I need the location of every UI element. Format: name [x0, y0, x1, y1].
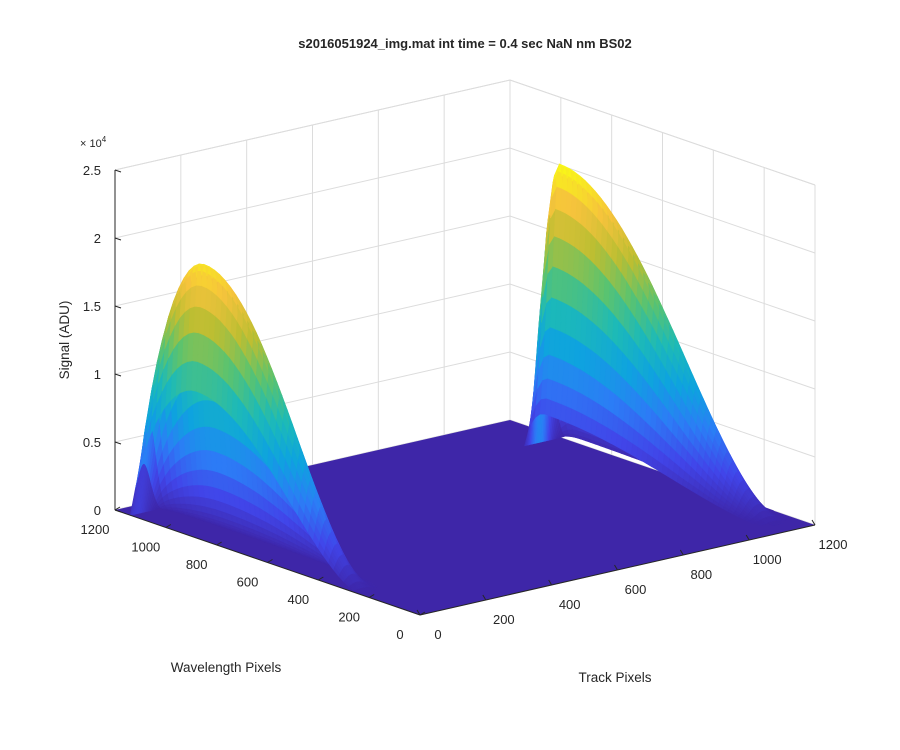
x-tick-mark — [811, 519, 816, 526]
x-tick-mark — [548, 579, 553, 586]
surface-patch — [767, 508, 774, 512]
y-tick-label: 200 — [338, 610, 360, 625]
surface-patch — [364, 579, 372, 583]
surface-patch — [368, 586, 377, 591]
x-tick-mark — [416, 609, 421, 616]
surface-patch — [780, 516, 789, 520]
x-tick-mark — [679, 549, 684, 556]
surface-patch — [361, 577, 368, 581]
z-tick-label: 0.5 — [83, 435, 101, 450]
z-tick-mark — [114, 373, 122, 377]
x-tick-label: 1000 — [753, 552, 782, 567]
y-tick-label: 1000 — [131, 540, 160, 555]
grid-top-edge — [114, 79, 816, 186]
surface-patch — [774, 512, 782, 516]
z-tick-label: 2 — [94, 231, 101, 246]
z-tick-mark — [114, 237, 122, 241]
surface-patch — [776, 520, 785, 525]
surface-plot — [115, 163, 815, 615]
y-tick-label: 0 — [396, 627, 403, 642]
z-tick-mark — [114, 441, 122, 445]
chart-title: s2016051924_img.mat int time = 0.4 sec N… — [298, 36, 632, 51]
x-tick-mark — [614, 564, 618, 571]
z-tick-mark — [114, 169, 122, 173]
y-tick-mark — [165, 524, 172, 528]
surface-patch — [770, 510, 778, 514]
x-tick-mark — [745, 534, 750, 541]
y-tick-label: 800 — [186, 557, 208, 572]
z-axis-label: Signal (ADU) — [57, 301, 72, 380]
z-tick-label: 1.5 — [83, 299, 101, 314]
y-tick-mark — [216, 541, 222, 546]
grid-line-z — [114, 147, 816, 254]
z-tick-label: 1 — [94, 367, 101, 382]
z-tick-mark — [114, 509, 122, 513]
surface-patch — [778, 514, 786, 518]
z-tick-label: 0 — [94, 503, 101, 518]
y-tick-mark — [318, 576, 324, 581]
y-tick-mark — [267, 559, 273, 563]
x-tick-mark — [482, 594, 487, 601]
x-tick-label: 800 — [690, 567, 712, 582]
x-tick-label: 0 — [434, 627, 441, 642]
x-tick-label: 200 — [493, 612, 515, 627]
x-tick-label: 400 — [559, 597, 581, 612]
z-exponent-label: × 104 — [80, 135, 107, 150]
x-axis-label: Track Pixels — [578, 670, 651, 685]
surface-patch — [368, 581, 376, 585]
x-tick-label: 1200 — [819, 537, 848, 552]
surface-floor — [115, 420, 815, 615]
y-tick-label: 400 — [287, 592, 309, 607]
axis-lines — [114, 169, 816, 616]
z-tick-label: 2.5 — [83, 163, 101, 178]
grid-line-z — [114, 215, 816, 322]
surface-patch — [371, 584, 379, 588]
y-axis-label: Wavelength Pixels — [171, 660, 282, 675]
tick-labels: 0200400600800100012000200400600800100012… — [81, 163, 848, 642]
y-tick-mark — [368, 594, 375, 598]
y-tick-label: 600 — [237, 575, 259, 590]
z-tick-mark — [114, 305, 122, 309]
x-tick-label: 600 — [625, 582, 647, 597]
y-tick-label: 1200 — [81, 522, 110, 537]
z-exponent-base: × 10 — [80, 138, 102, 150]
y-tick-mark — [114, 506, 121, 511]
y-tick-mark — [419, 611, 426, 616]
z-exponent-power: 4 — [102, 135, 107, 144]
